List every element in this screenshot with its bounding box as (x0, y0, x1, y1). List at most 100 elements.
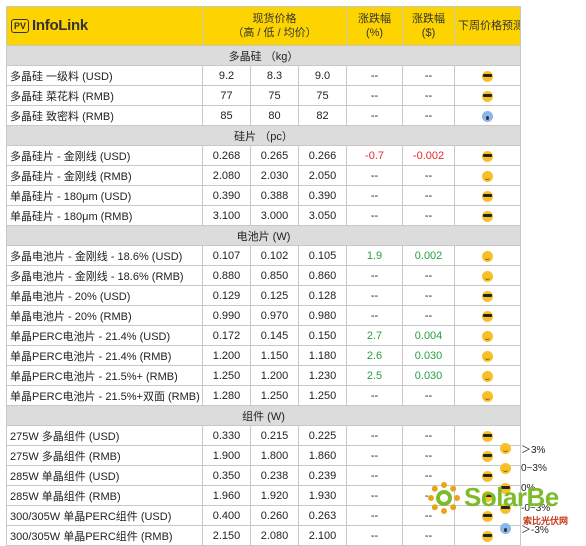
change-pct-unit: (%) (365, 27, 384, 39)
change-usd-title: 涨跌幅 (412, 13, 446, 25)
legend-label: 0~3% (521, 462, 547, 474)
forecast-cell (454, 325, 522, 346)
change-usd: -- (402, 265, 456, 286)
smile-face-icon (482, 170, 494, 182)
cool-face-icon (500, 502, 511, 514)
section-header-row: 硅片 （pc） (5, 125, 522, 146)
scream-face-icon (482, 110, 494, 122)
price-high: 77 (202, 85, 251, 106)
price-high: 1.960 (202, 485, 251, 506)
legend-label: ＞3% (521, 444, 546, 456)
price-avg: 1.930 (297, 485, 348, 506)
change-usd: -- (402, 85, 456, 106)
forecast-cell (454, 385, 522, 406)
legend-item: ＞3% (500, 438, 586, 458)
cool-face-icon (482, 90, 494, 102)
section-header-row: 组件 (W) (5, 405, 522, 426)
product-name: 单晶电池片 - 20% (USD) (6, 285, 203, 306)
price-low: 0.970 (250, 305, 299, 326)
change-pct: -- (346, 305, 404, 326)
product-name: 单晶电池片 - 20% (RMB) (6, 305, 203, 326)
price-avg: 1.860 (297, 445, 348, 466)
forecast-cell (454, 345, 522, 366)
price-avg: 0.860 (297, 265, 348, 286)
change-pct: -- (346, 425, 404, 446)
product-name: 单晶硅片 - 180μm (RMB) (6, 205, 203, 226)
smile-face-icon (482, 270, 494, 282)
price-avg: 0.239 (297, 465, 348, 486)
legend-label: 0% (521, 482, 536, 494)
price-avg: 1.180 (297, 345, 348, 366)
infolink-logo: PV InfoLink (6, 6, 203, 46)
legend-item: 0% (500, 478, 586, 498)
price-avg: 1.250 (297, 385, 348, 406)
change-usd: 0.004 (402, 325, 456, 346)
forecast-cell (454, 145, 522, 166)
forecast-legend: ＞3% 0~3% 0% -0~3% ＞-3% (500, 438, 586, 538)
price-high: 0.330 (202, 425, 251, 446)
product-name: 单晶PERC电池片 - 21.4% (USD) (6, 325, 203, 346)
table-row: 多晶硅片 - 金刚线 (RMB) 2.080 2.030 2.050 -- -- (6, 165, 522, 186)
price-high: 1.250 (202, 365, 251, 386)
price-high: 1.280 (202, 385, 251, 406)
product-name: 275W 多晶组件 (RMB) (6, 445, 203, 466)
change-pct: -- (346, 65, 404, 86)
cool-face-icon (482, 430, 494, 442)
forecast-cell (454, 245, 522, 266)
change-pct: -- (346, 485, 404, 506)
price-high: 2.150 (202, 525, 251, 546)
price-high: 3.100 (202, 205, 251, 226)
table-row: 300/305W 单晶PERC组件 (RMB) 2.150 2.080 2.100 --… (6, 525, 522, 546)
price-high: 0.172 (202, 325, 251, 346)
table-row: 多晶硅 致密料 (RMB) 85 80 82 -- -- (6, 105, 522, 126)
table-row: 多晶硅片 - 金刚线 (USD) 0.268 0.265 0.266 -0.7 -0.00… (6, 145, 522, 166)
sunflower-icon (428, 482, 460, 514)
change-pct: -- (346, 105, 404, 126)
product-name: 300/305W 单晶PERC组件 (USD) (6, 505, 203, 526)
change-usd: -0.002 (402, 145, 456, 166)
cool-face-icon (482, 310, 494, 322)
table-row: 单晶PERC电池片 - 21.4% (USD) 0.172 0.145 0.150 2.… (6, 325, 522, 346)
legend-label: -0~3% (521, 502, 551, 514)
change-pct: -- (346, 85, 404, 106)
price-high: 2.080 (202, 165, 251, 186)
price-high: 1.900 (202, 445, 251, 466)
change-pct-header: 涨跌幅 (%) (346, 6, 404, 46)
section-header-row: 电池片 (W) (5, 225, 522, 246)
logo-text: InfoLink (32, 17, 88, 35)
forecast-cell (454, 65, 522, 86)
change-pct: -- (346, 205, 404, 226)
forecast-cell (454, 285, 522, 306)
product-name: 单晶PERC电池片 - 21.5%+双面 (RMB) (6, 385, 203, 406)
watermark-name: SolarBe (464, 482, 559, 512)
legend-label: ＞-3% (521, 524, 549, 536)
price-avg: 0.390 (297, 185, 348, 206)
cool-face-icon (482, 210, 494, 222)
change-pct: -- (346, 285, 404, 306)
legend-item: -0~3% (500, 498, 586, 518)
forecast-cell (454, 205, 522, 226)
table-row: 单晶PERC电池片 - 21.5%+双面 (RMB) 1.280 1.250 1.25… (6, 385, 522, 406)
forecast-cell (454, 265, 522, 286)
price-high: 0.990 (202, 305, 251, 326)
change-usd: -- (402, 205, 456, 226)
forecast-header: 下周价格预测 (454, 6, 522, 46)
price-high: 85 (202, 105, 251, 126)
product-name: 单晶硅片 - 180μm (USD) (6, 185, 203, 206)
change-pct: -- (346, 465, 404, 486)
pv-badge: PV (11, 19, 30, 34)
price-low: 1.250 (250, 385, 299, 406)
change-pct: -- (346, 165, 404, 186)
price-high: 0.390 (202, 185, 251, 206)
product-name: 单晶PERC电池片 - 21.4% (RMB) (6, 345, 203, 366)
price-low: 0.145 (250, 325, 299, 346)
product-name: 275W 多晶组件 (USD) (6, 425, 203, 446)
table-row: 单晶电池片 - 20% (RMB) 0.990 0.970 0.980 -- -- (6, 305, 522, 326)
table-row: 多晶硅 一级料 (USD) 9.2 8.3 9.0 -- -- (6, 65, 522, 86)
table-row: 单晶PERC电池片 - 21.5%+ (RMB) 1.250 1.200 1.230 2… (6, 365, 522, 386)
price-avg: 2.100 (297, 525, 348, 546)
change-usd: -- (402, 105, 456, 126)
forecast-cell (454, 305, 522, 326)
smile-face-icon (482, 250, 494, 262)
price-avg: 0.263 (297, 505, 348, 526)
